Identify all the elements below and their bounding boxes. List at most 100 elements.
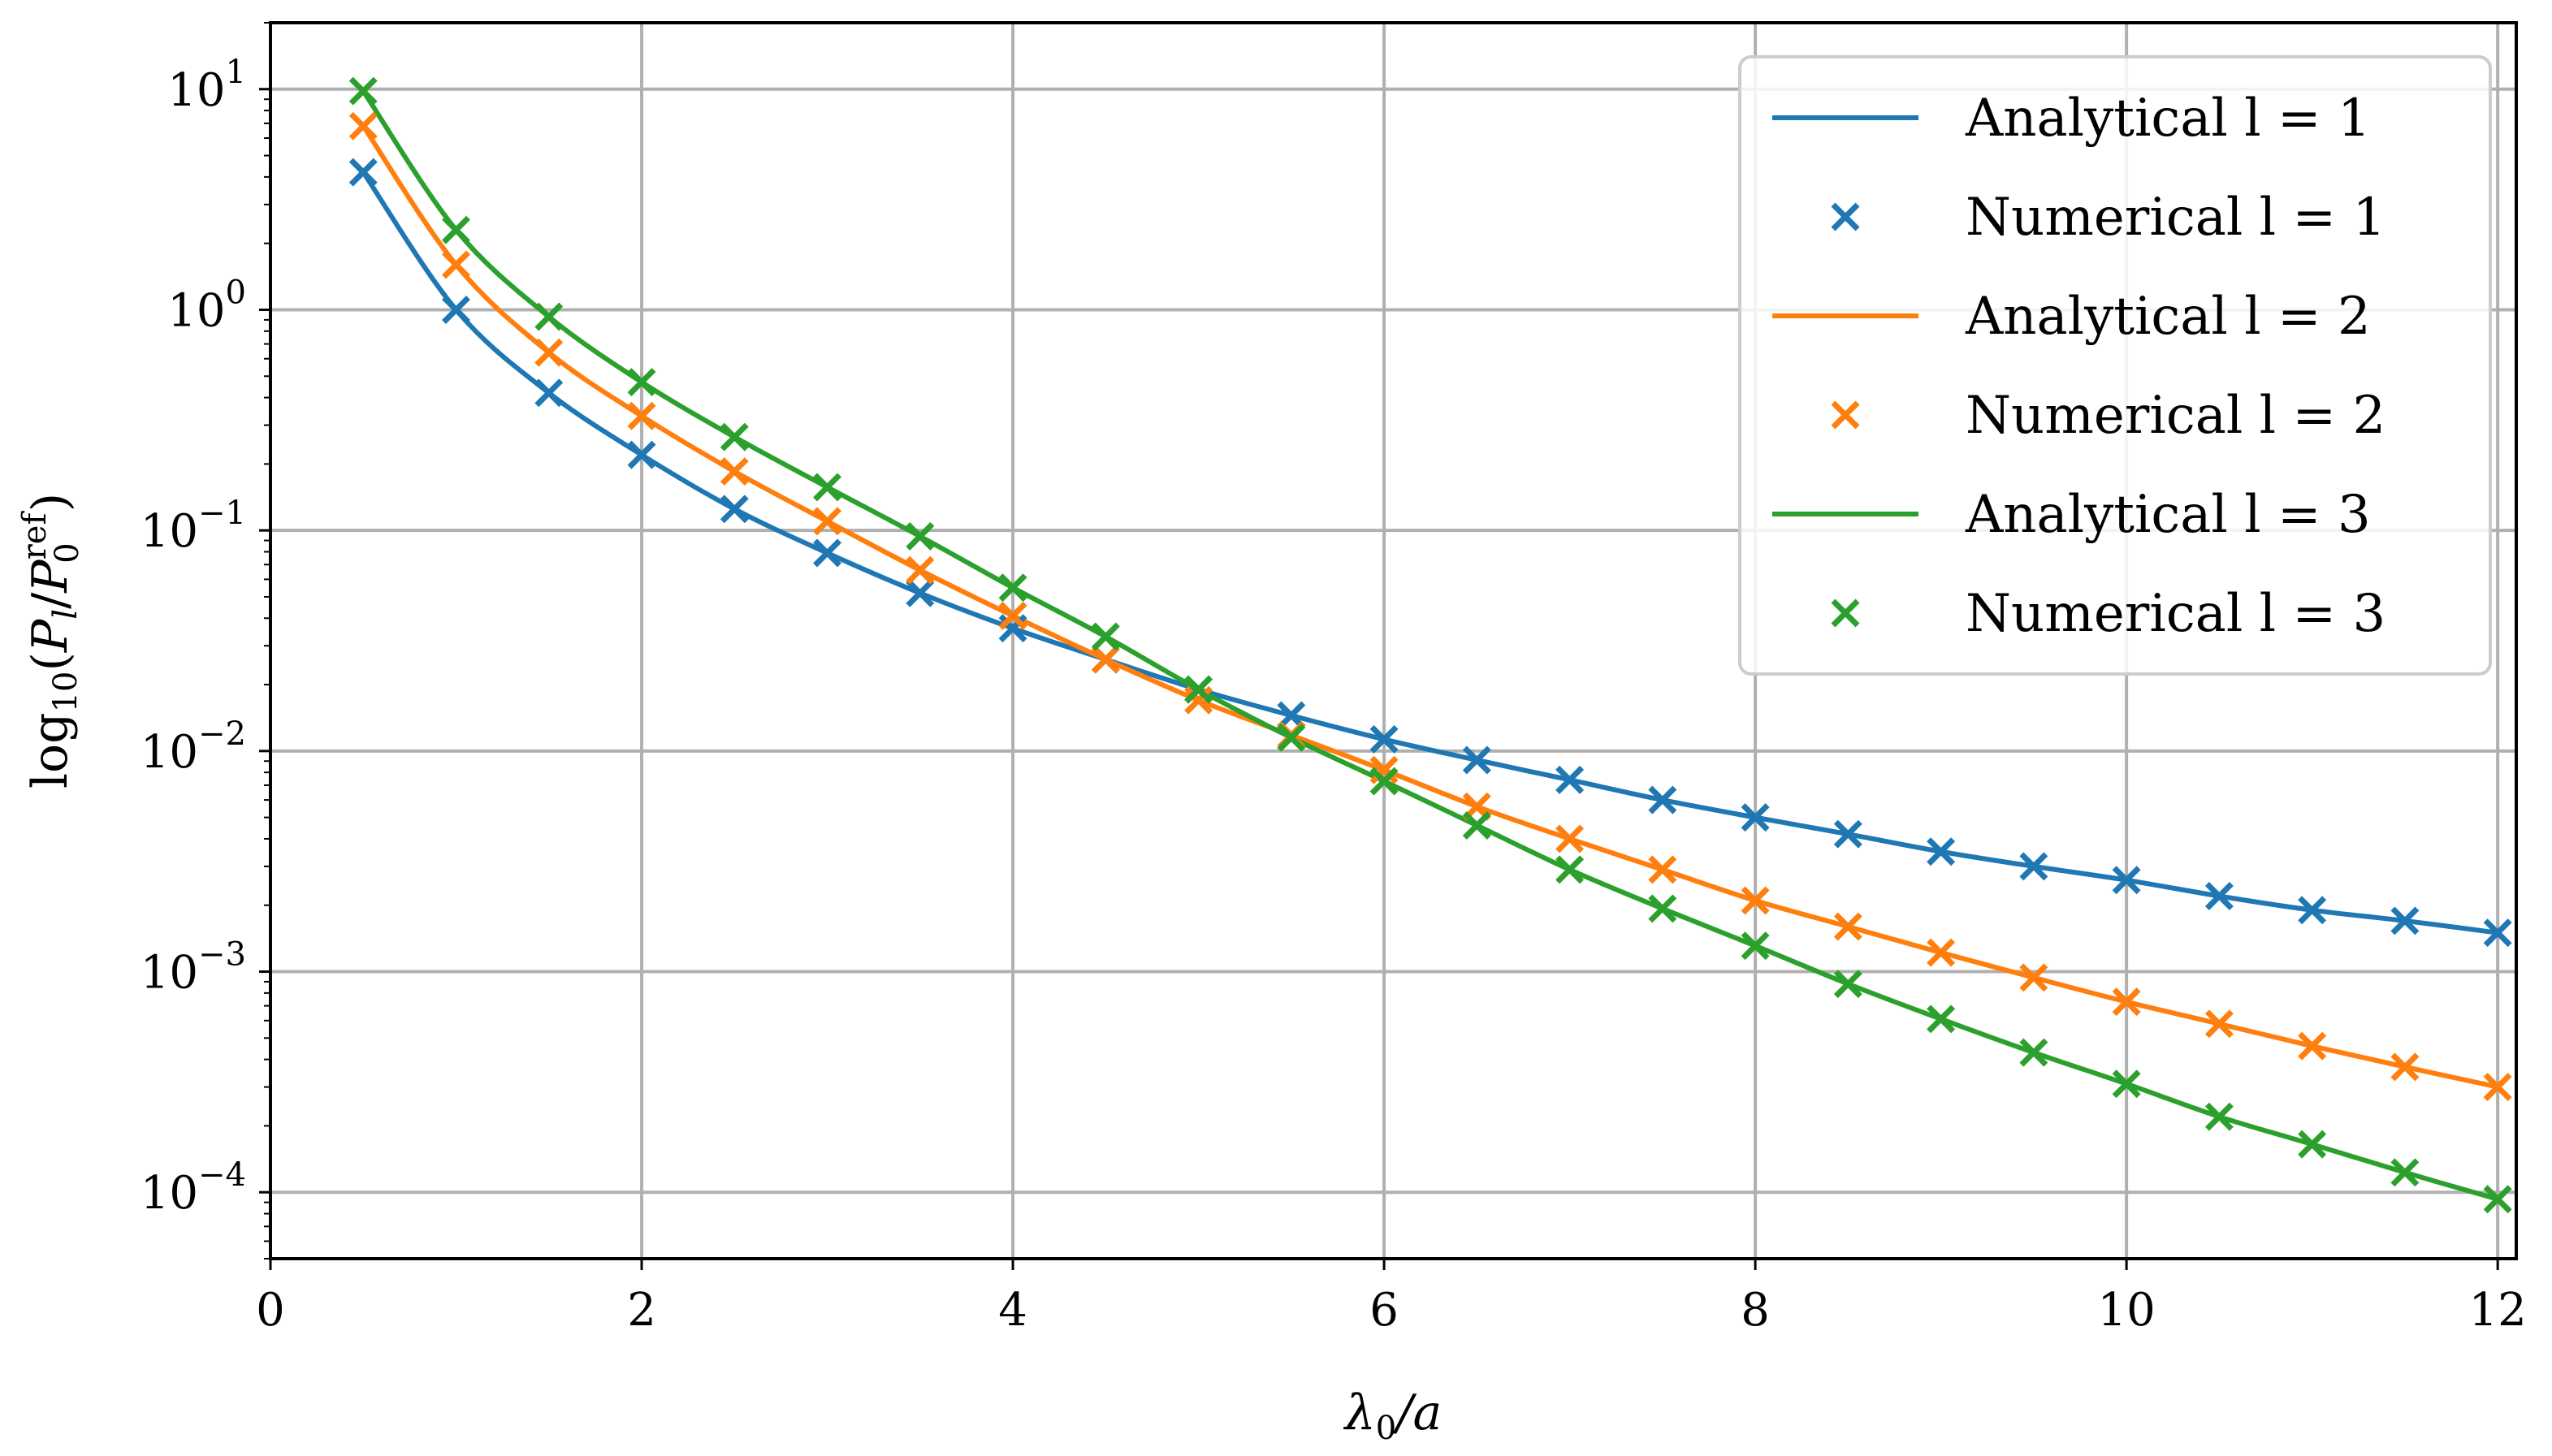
legend-marker-swatch (1831, 400, 1860, 430)
data-point-l1 (1462, 745, 1491, 775)
x-axis-label: λ0/a (1343, 1385, 1442, 1447)
data-point-l3 (1462, 810, 1491, 840)
y-tick-label: 10−3 (141, 936, 246, 1000)
data-point-l2 (627, 401, 656, 430)
data-point-l3 (627, 368, 656, 397)
data-point-l2 (534, 338, 564, 367)
data-point-l2 (906, 555, 935, 585)
data-point-l2 (998, 601, 1027, 630)
x-tick-label: 6 (1369, 1284, 1399, 1337)
data-point-l1 (1833, 819, 1862, 849)
plot-frame (269, 21, 2518, 1260)
y-tick-label: 10−4 (141, 1156, 246, 1220)
data-point-l2 (1555, 824, 1585, 853)
y-tick-label: 101 (167, 54, 246, 117)
data-point-l1 (906, 578, 935, 607)
data-point-l2 (2483, 1073, 2512, 1102)
legend: Analytical l = 1 Numerical l = 1 Analytica… (1738, 55, 2492, 676)
legend-label: Analytical l = 3 (1965, 485, 2371, 545)
data-point-l2 (813, 507, 842, 536)
data-point-l3 (348, 76, 378, 106)
data-point-l2 (1184, 685, 1213, 715)
data-point-l3 (2483, 1185, 2512, 1214)
data-point-l1 (1927, 837, 1956, 866)
legend-entry: Analytical l = 1 (1772, 89, 2371, 149)
data-point-l3 (2019, 1038, 2048, 1067)
data-point-l3 (442, 215, 470, 244)
data-point-l2 (1648, 855, 1677, 884)
y-axis-label: log10(Pl/Pref0) (16, 493, 86, 788)
legend-entry: Numerical l = 1 (1831, 188, 2385, 248)
legend-entry: Analytical l = 3 (1772, 485, 2371, 545)
data-point-l2 (2390, 1052, 2420, 1082)
data-point-l3 (2298, 1130, 2327, 1159)
data-point-l1 (1648, 785, 1677, 814)
data-point-l1 (1555, 765, 1585, 794)
data-point-l2 (1833, 912, 1862, 941)
data-point-l2 (1369, 755, 1399, 784)
data-point-l2 (1927, 938, 1956, 967)
ticks: 0 2 4 6 8 10 12 101 100 10−1 10−2 10−3 10−4 (141, 22, 2527, 1337)
legend-label: Numerical l = 1 (1966, 188, 2385, 248)
legend-label: Analytical l = 2 (1965, 287, 2371, 347)
legend-label: Numerical l = 2 (1966, 386, 2385, 446)
x-tick-label: 4 (998, 1284, 1027, 1337)
data-point-l3 (1833, 970, 1862, 999)
legend-label: Numerical l = 3 (1966, 584, 2385, 644)
data-point-l2 (348, 111, 378, 140)
data-point-l2 (720, 457, 749, 486)
data-point-l1 (1369, 724, 1399, 754)
data-point-l3 (1741, 931, 1770, 961)
data-point-l2 (442, 250, 470, 279)
data-point-l3 (720, 422, 749, 451)
legend-box (1738, 55, 2492, 676)
y-tick-label: 10−2 (141, 715, 246, 779)
legend-marker-swatch (1831, 202, 1860, 231)
data-point-l1 (720, 495, 749, 524)
data-point-l1 (1741, 803, 1770, 832)
legend-entry: Numerical l = 3 (1831, 584, 2385, 644)
x-tick-label: 10 (2097, 1284, 2155, 1337)
data-point-l3 (1555, 855, 1585, 884)
data-point-l1 (627, 440, 656, 469)
legend-label: Analytical l = 1 (1965, 89, 2371, 149)
data-point-l3 (2204, 1102, 2234, 1131)
data-point-l3 (2112, 1069, 2141, 1099)
data-point-l3 (1369, 767, 1399, 796)
x-tick-label: 2 (627, 1284, 656, 1337)
data-point-l3 (2390, 1158, 2420, 1187)
x-tick-label: 0 (256, 1284, 285, 1337)
legend-entry: Numerical l = 2 (1831, 386, 2385, 446)
data-point-l3 (1927, 1005, 1956, 1034)
data-point-l1 (2483, 918, 2512, 948)
series-layer (348, 76, 2512, 1214)
data-point-l3 (906, 521, 935, 551)
x-tick-label: 12 (2469, 1284, 2527, 1337)
y-tick-label: 100 (167, 274, 246, 337)
legend-entry: Analytical l = 2 (1772, 287, 2371, 347)
data-point-l1 (442, 295, 470, 324)
data-point-l2 (2112, 987, 2141, 1017)
data-point-l3 (1648, 894, 1677, 923)
data-point-l3 (1091, 622, 1120, 651)
data-point-l2 (2298, 1031, 2327, 1061)
data-point-l1 (2019, 852, 2048, 881)
data-point-l2 (2019, 963, 2048, 992)
data-point-l1 (2112, 866, 2141, 895)
data-point-l1 (2298, 896, 2327, 925)
data-point-l2 (1091, 645, 1120, 674)
data-point-l1 (2390, 906, 2420, 935)
data-point-l3 (1184, 675, 1213, 704)
data-point-l3 (813, 473, 842, 502)
data-point-l3 (998, 573, 1027, 603)
legend-marker-swatch (1831, 598, 1860, 628)
data-point-l1 (534, 378, 564, 408)
data-point-l1 (348, 158, 378, 187)
data-point-l2 (2204, 1009, 2234, 1039)
data-point-l1 (2204, 882, 2234, 910)
x-tick-label: 8 (1741, 1284, 1770, 1337)
data-point-l3 (534, 302, 564, 331)
data-point-l2 (1741, 886, 1770, 915)
data-point-l1 (813, 538, 842, 568)
